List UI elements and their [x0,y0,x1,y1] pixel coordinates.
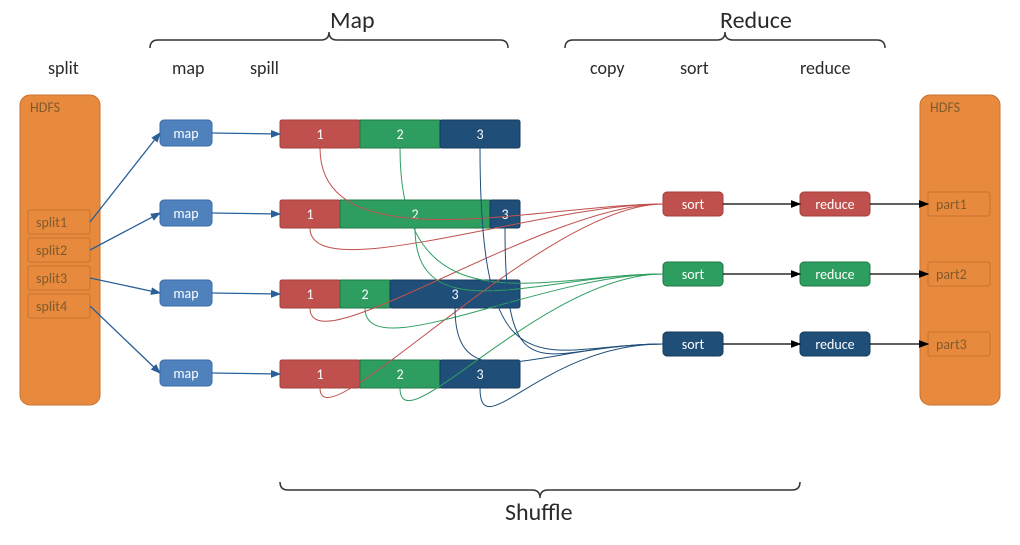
shuffle-curve-9 [505,228,663,354]
spill-1-seg-1-label: 2 [411,206,418,223]
sort-label-1: sort [682,266,705,283]
part-label-2: part3 [936,336,967,353]
label-sort: sort [680,57,709,79]
label-reduce: reduce [800,57,851,79]
mapreduce-diagram: HDFSsplit1split2split3split4HDFSpart1par… [0,0,1020,545]
label-split: split [48,57,79,79]
map-label-1: map [173,205,198,222]
hdfs-label: HDFS [30,99,60,116]
map-label-3: map [173,365,198,382]
spill-0-seg-1-label: 2 [396,126,403,143]
sort-label-2: sort [682,336,705,353]
split-label-2: split3 [36,270,67,287]
spill-0-seg-0-label: 1 [316,126,323,143]
split-label-3: split4 [36,298,67,315]
spill-2-seg-0-label: 1 [306,286,313,303]
spill-3-seg-0-label: 1 [316,366,323,383]
brace [150,32,508,48]
label-spill: spill [250,57,279,79]
label-reduce_phase: Reduce [720,6,792,35]
spill-1-seg-2-label: 3 [501,206,508,223]
part-label-1: part2 [936,266,967,283]
split-label-1: split2 [36,242,67,259]
spill-3-seg-2-label: 3 [476,366,483,383]
label-copy: copy [590,57,625,79]
label-shuffle: Shuffle [505,498,573,527]
label-map_phase: Map [330,6,375,35]
arrow [212,293,280,294]
part-label-0: part1 [936,196,967,213]
sort-label-0: sort [682,196,705,213]
arrow [212,373,280,374]
arrow [212,213,280,214]
brace [280,482,800,498]
spill-3-seg-1-label: 2 [396,366,403,383]
map-label-2: map [173,285,198,302]
map-label-0: map [173,125,198,142]
spill-0-seg-2-label: 3 [476,126,483,143]
reduce-label-2: reduce [815,336,854,353]
hdfs-label: HDFS [930,99,960,116]
arrow [212,133,280,134]
label-map: map [172,57,204,79]
hdfs-sink [920,95,1000,405]
spill-2-seg-1-label: 2 [361,286,368,303]
reduce-label-1: reduce [815,266,854,283]
split-label-0: split1 [36,214,67,231]
spill-1-seg-0-label: 1 [306,206,313,223]
reduce-label-0: reduce [815,196,854,213]
